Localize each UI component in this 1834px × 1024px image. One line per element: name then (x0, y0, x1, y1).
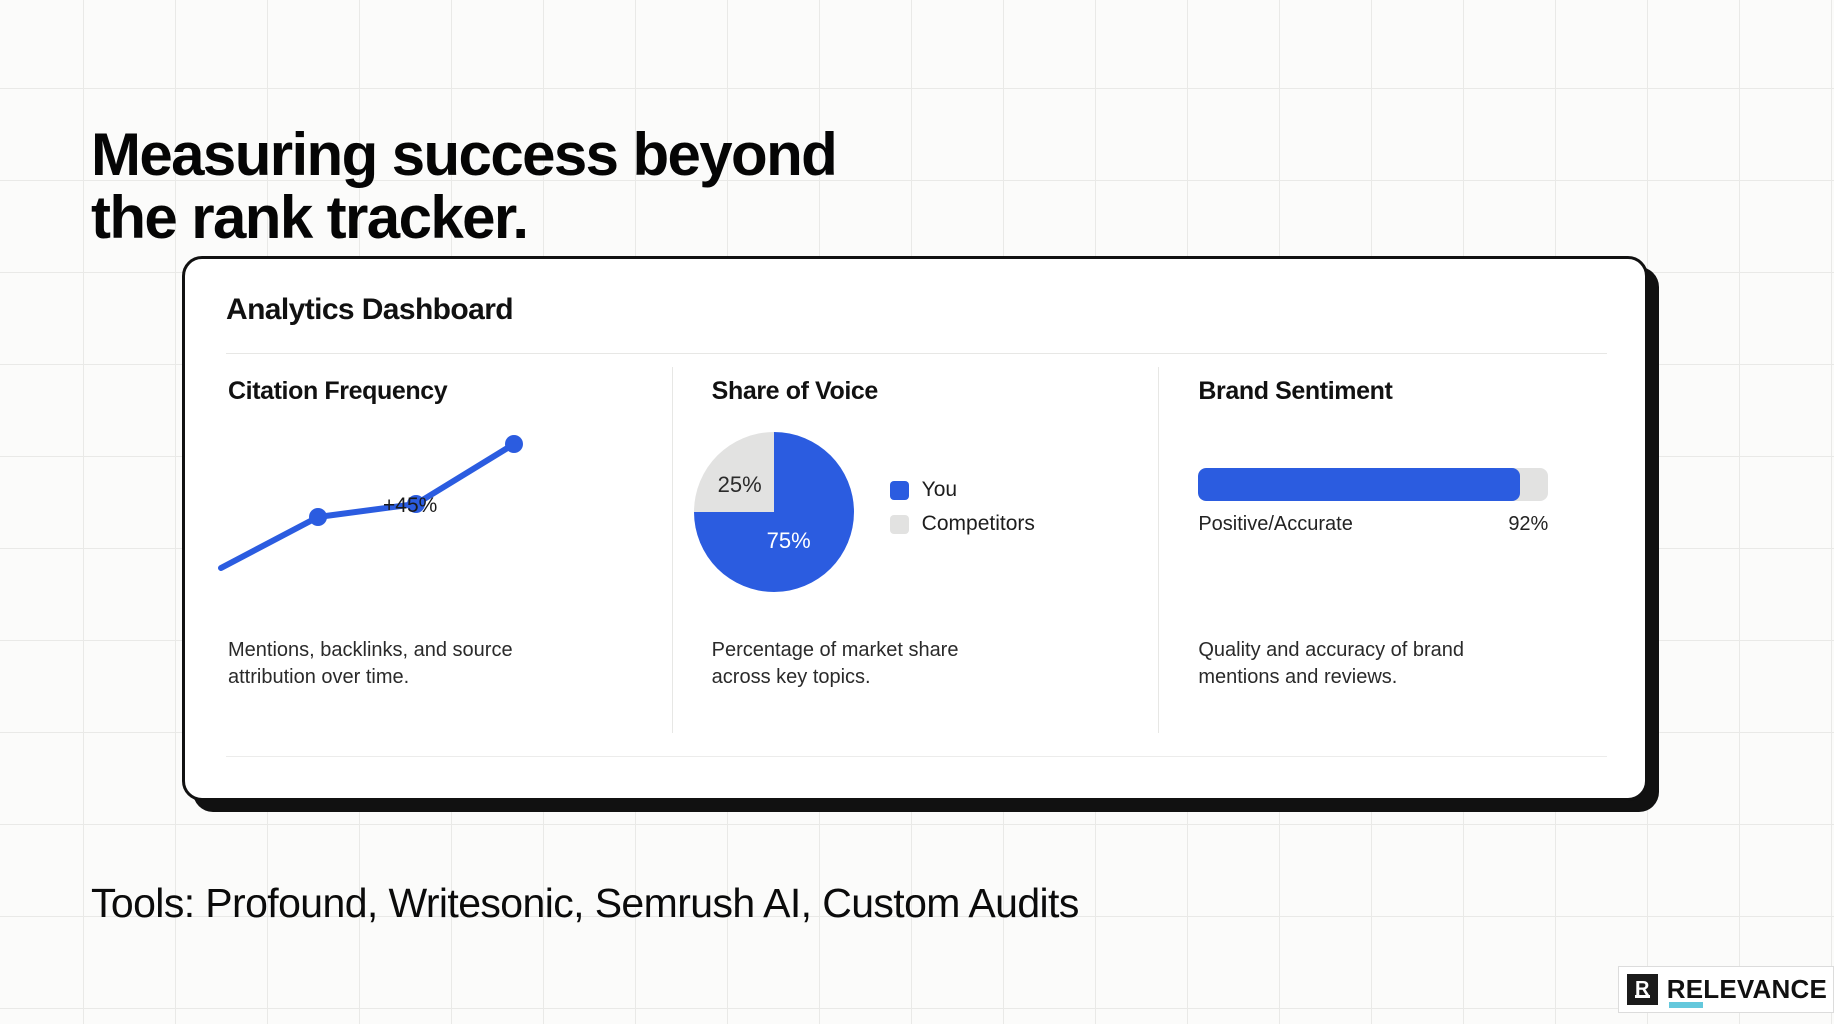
legend-label-competitors: Competitors (921, 512, 1035, 535)
relevance-logo: R RELEVANCE (1617, 966, 1834, 1013)
share-of-voice-pie-chart: 25% 75% You Competitors (693, 432, 1124, 612)
panel-citation-description: Mentions, backlinks, and source attribut… (228, 638, 513, 689)
panel-citation-title: Citation Frequency (228, 377, 448, 405)
line-point-2 (309, 508, 327, 526)
relevance-underline-accent (1668, 1002, 1703, 1008)
tools-caption: Tools: Profound, Writesonic, Semrush AI,… (91, 880, 1079, 926)
pie-slice-label-competitors: 25% (717, 472, 762, 497)
sentiment-bar-value: 92% (1508, 513, 1549, 535)
line-chart-svg (218, 435, 523, 571)
line-point-4 (505, 435, 523, 453)
sentiment-bar-label: Positive/Accurate (1198, 513, 1353, 535)
brand-sentiment-meter: Positive/Accurate 92% (1198, 468, 1549, 536)
panel-share-of-voice: Share of Voice 25% 75% You (671, 354, 1159, 746)
dashboard-title-divider (226, 353, 1607, 354)
dashboard-title: Analytics Dashboard (226, 293, 514, 326)
sentiment-progress-fill (1198, 468, 1521, 501)
panel-share-description: Percentage of market share across key to… (711, 638, 959, 689)
citation-frequency-line-chart: +45% (213, 428, 553, 608)
legend-label-you: You (921, 478, 958, 501)
legend-item-competitors: Competitors (889, 512, 1035, 536)
dashboard-panels: Citation Frequency +45% Mentions, backli… (185, 354, 1645, 746)
panel-brand-title: Brand Sentiment (1198, 377, 1393, 405)
citation-delta-label: +45% (383, 494, 438, 517)
relevance-wordmark-wrap: RELEVANCE (1666, 974, 1833, 1008)
dashboard-bottom-divider (226, 756, 1607, 757)
pie-slice-label-you: 75% (766, 528, 811, 553)
relevance-wordmark: RELEVANCE (1666, 974, 1827, 1004)
panel-brand-description: Quality and accuracy of brand mentions a… (1198, 638, 1465, 689)
legend-item-you: You (889, 478, 1035, 502)
relevance-mark-icon: R (1626, 974, 1658, 1005)
line-series-path (218, 441, 517, 571)
panel-citation-frequency: Citation Frequency +45% Mentions, backli… (185, 354, 672, 746)
panel-share-title: Share of Voice (711, 377, 879, 405)
legend-swatch-competitors-icon (889, 514, 909, 534)
sentiment-meta-row: Positive/Accurate 92% (1198, 513, 1548, 536)
pie-chart-graphic (693, 432, 854, 592)
analytics-dashboard-card: Analytics Dashboard Citation Frequency +… (182, 256, 1648, 801)
page-title: Measuring success beyond the rank tracke… (91, 121, 838, 251)
sentiment-progress-track (1198, 468, 1549, 501)
legend-swatch-you-icon (889, 480, 909, 500)
panel-brand-sentiment: Brand Sentiment Positive/Accurate 92% Qu… (1158, 354, 1645, 746)
pie-legend: You Competitors (889, 478, 1035, 546)
line-point-3 (407, 495, 425, 513)
